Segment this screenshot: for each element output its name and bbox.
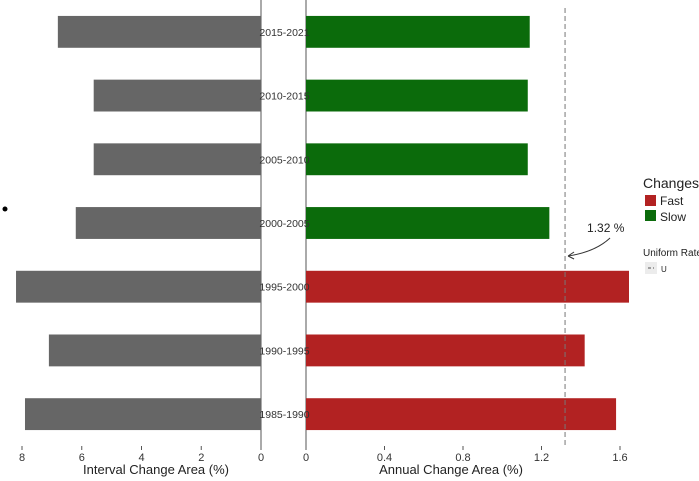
left-bar [16, 270, 262, 303]
legend-slow-label: Slow [660, 210, 686, 224]
right-bar [306, 143, 528, 176]
right-x-tick-label: 0 [303, 452, 309, 464]
category-label: 2000-2005 [259, 218, 309, 230]
legend-uniform-rate-title: Uniform Rate [643, 248, 699, 259]
category-label: 2015-2021 [259, 27, 309, 39]
left-x-tick-label: 4 [138, 452, 144, 464]
annotation-arrow [567, 237, 611, 257]
left-bar [75, 207, 262, 239]
category-label: 2005-2010 [259, 154, 309, 166]
left-panel: 8 6 4 2 0 [2, 0, 264, 464]
category-label: 1990-1995 [259, 345, 309, 357]
right-bar [306, 398, 617, 431]
left-bar [57, 15, 261, 48]
legend-slow-swatch [645, 210, 656, 221]
right-bar [306, 79, 528, 112]
right-x-tick-label: 1.6 [612, 452, 627, 464]
left-x-tick-label: 8 [19, 452, 25, 464]
left-x-axis-title: Interval Change Area (%) [83, 462, 229, 477]
right-x-axis-title: Annual Change Area (%) [379, 462, 523, 477]
left-bar [24, 398, 261, 431]
uniform-rate-annotation: 1.32 % [587, 221, 625, 235]
right-x-tick-label: 1.2 [534, 452, 549, 464]
right-bar [306, 334, 585, 367]
legend-fast-label: Fast [660, 194, 684, 208]
category-label: 2010-2015 [259, 91, 309, 103]
left-x-tick-label: 0 [258, 452, 264, 464]
annotation-arrowhead [567, 251, 575, 260]
legend: Changes Fast Slow Uniform Rate U [643, 175, 699, 274]
right-panel: 2015-2021 2010-2015 2005-2010 2000-2005 1995… [259, 0, 629, 464]
legend-title: Changes [643, 175, 699, 191]
left-x-tick-label: 6 [79, 452, 85, 464]
right-x-tick-label: 0.4 [377, 452, 392, 464]
legend-uniform-label: U [661, 265, 667, 274]
right-bar [306, 207, 550, 239]
right-x-tick-label: 0.8 [455, 452, 470, 464]
legend-fast-swatch [645, 195, 656, 206]
category-label: 1995-2000 [259, 282, 309, 294]
category-label: 1985-1990 [259, 409, 309, 421]
right-bar [306, 15, 530, 48]
left-bar [48, 334, 262, 367]
left-bar [93, 79, 261, 112]
right-bar [306, 270, 629, 303]
left-x-tick-label: 2 [198, 452, 204, 464]
left-bar [93, 143, 261, 176]
dot-marker [2, 206, 8, 212]
